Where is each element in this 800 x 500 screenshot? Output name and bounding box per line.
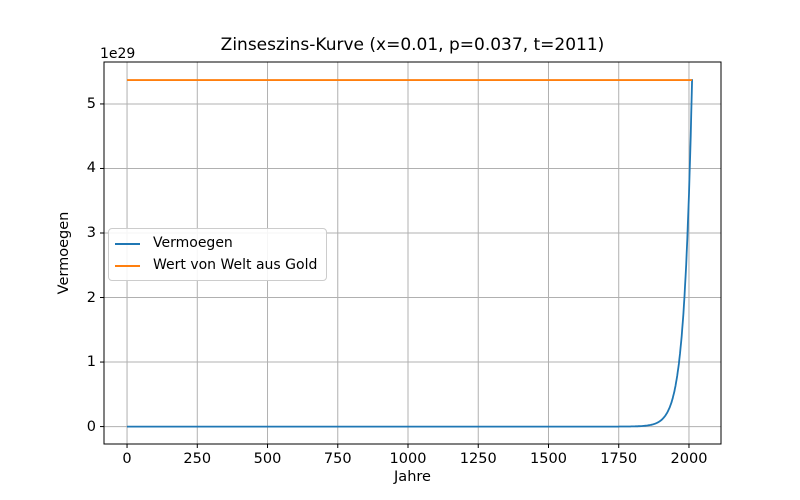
y-tick-label: 3 — [86, 224, 96, 241]
axes-spines — [103, 61, 722, 445]
legend-item-gold: Wert von Welt aus Gold — [115, 257, 317, 274]
legend-label: Wert von Welt aus Gold — [153, 257, 318, 273]
y-tick-label: 2 — [86, 289, 96, 306]
y-tick-label: 4 — [86, 160, 96, 177]
x-tick-label: 0 — [122, 451, 132, 467]
y-axis-offset-label: 1e29 — [100, 46, 136, 62]
legend: Vermoegen Wert von Welt aus Gold — [108, 228, 328, 281]
legend-item-vermoegen: Vermoegen — [115, 235, 317, 252]
y-tick-label: 0 — [86, 418, 96, 435]
x-tick-label: 750 — [323, 451, 352, 467]
legend-line-swatch-orange — [115, 264, 140, 267]
x-tick-label: 500 — [253, 451, 282, 467]
chart-title: Zinseszins-Kurve (x=0.01, p=0.037, t=201… — [220, 35, 605, 55]
series-line-vermoegen — [126, 79, 693, 428]
y-tick-label: 5 — [86, 95, 96, 112]
x-axis-label: Jahre — [394, 469, 431, 485]
x-tick-label: 1250 — [459, 451, 497, 467]
legend-line-swatch-blue — [115, 242, 140, 245]
x-tick-label: 250 — [183, 451, 212, 467]
x-tick-label: 1750 — [600, 451, 638, 467]
x-tick-label: 2000 — [670, 451, 708, 467]
y-tick-label: 1 — [86, 354, 96, 371]
legend-label: Vermoegen — [153, 235, 233, 251]
x-tick-label: 1500 — [530, 451, 567, 467]
x-tick-label: 1000 — [389, 451, 427, 467]
